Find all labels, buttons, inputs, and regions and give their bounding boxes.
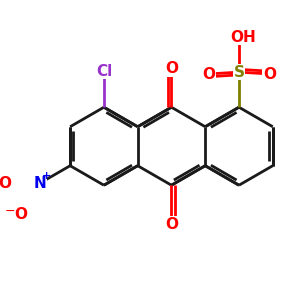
Text: N: N [33, 176, 46, 191]
Text: O: O [165, 217, 178, 232]
Text: S: S [233, 64, 244, 80]
Text: O: O [14, 207, 27, 222]
Text: OH: OH [230, 30, 256, 45]
Text: Cl: Cl [96, 64, 112, 79]
Text: O: O [0, 176, 12, 191]
Text: +: + [41, 171, 51, 181]
Text: −: − [5, 205, 15, 218]
Text: O: O [165, 61, 178, 76]
Text: O: O [263, 67, 276, 82]
Text: O: O [202, 67, 215, 82]
